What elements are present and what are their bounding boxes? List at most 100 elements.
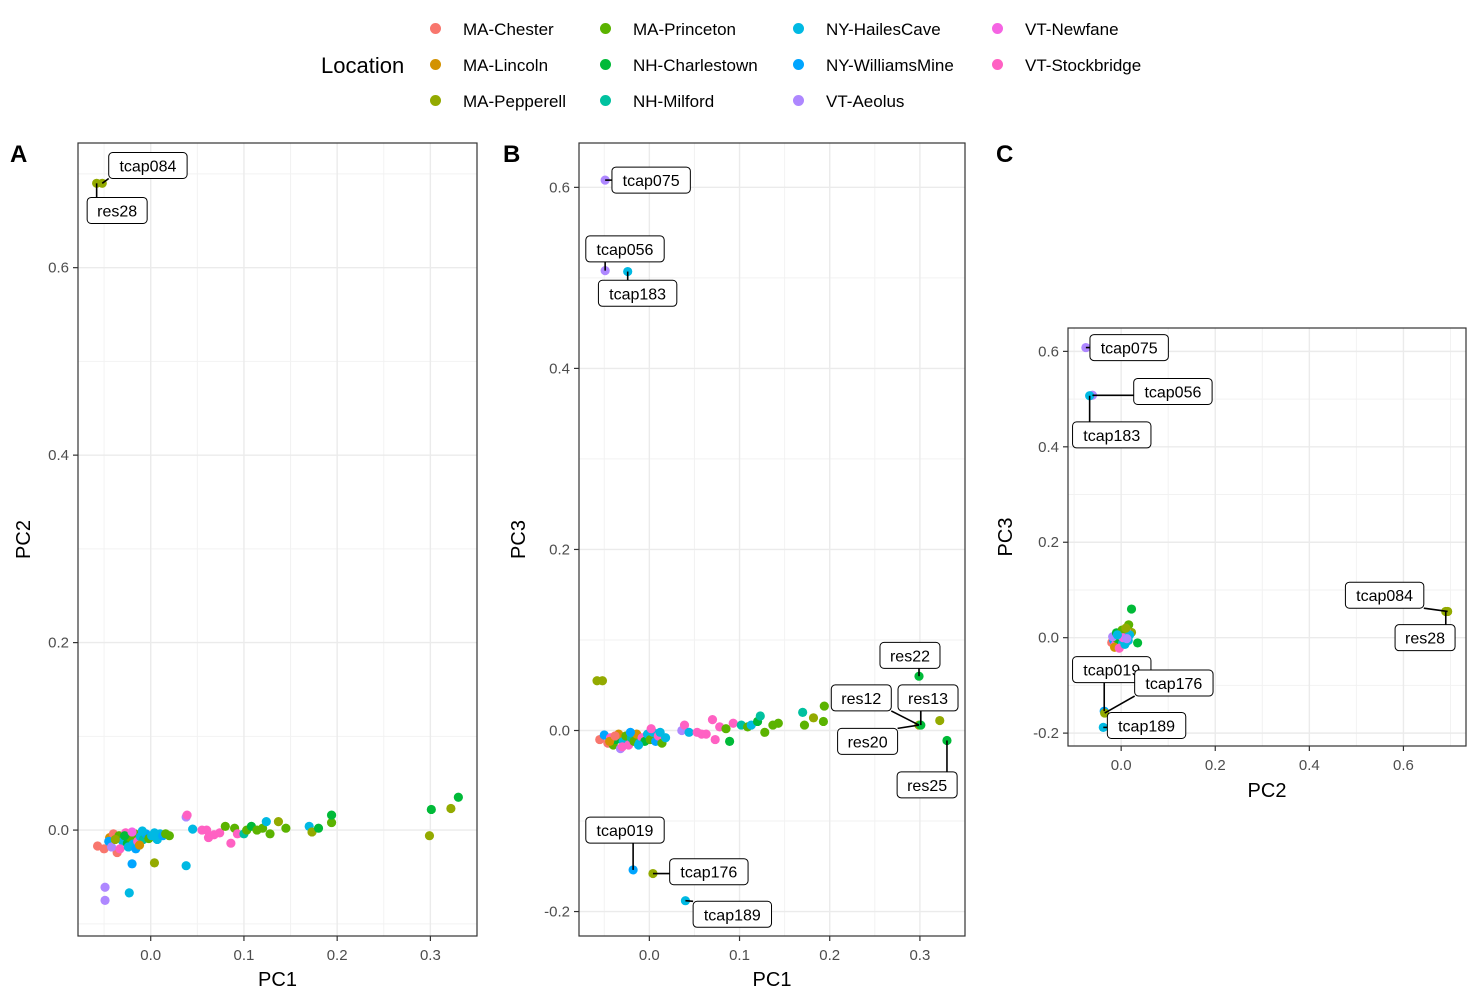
data-point [99,844,109,854]
legend-key-dot [600,59,611,71]
y-tick-label: 0.6 [549,179,570,196]
legend-item: NH-Milford [600,90,714,114]
point-label: tcap056 [597,242,654,259]
label-leader-line [897,724,920,730]
y-tick-label: 0.2 [48,635,69,652]
data-point [313,823,324,833]
data-point [679,720,690,730]
panel-a: tcap084 res28 0.0 0.1 0.2 0.3 0.0 0.2 0.4 0.6 PC1 P… [10,141,478,991]
point-label: tcap056 [1144,384,1201,401]
data-point [100,882,110,892]
y-tick-label: 0.6 [1038,343,1059,360]
label-leader-line [685,899,694,903]
point-label-box [585,816,665,844]
data-point [273,817,284,827]
y-tick-label: 0.0 [549,723,570,740]
legend-item-label: VT-Stockbridge [1025,56,1142,75]
plot-background [1068,328,1466,746]
point-label-box [1344,581,1425,609]
data-point [1126,604,1137,614]
x-tick-label: 0.2 [327,947,348,964]
point-label: res13 [908,691,948,708]
data-point [1121,623,1131,633]
y-axis-title: PC2 [13,520,35,559]
data-point [721,724,731,734]
data-point [100,895,110,905]
data-point [326,817,337,828]
legend-key-dot [430,59,441,71]
data-point [134,840,145,850]
data-point [1112,630,1122,640]
point-label: tcap019 [597,823,654,840]
point-label: tcap019 [1083,663,1140,680]
data-point [226,838,236,848]
data-point [617,742,627,752]
y-tick-label: 0.2 [1038,534,1059,551]
data-point [215,828,225,838]
data-point [728,718,738,728]
x-tick-label: 0.6 [1393,757,1414,774]
point-label: res28 [1405,631,1445,648]
legend-key-dot [793,59,804,71]
legend-item-label: NH-Charlestown [633,56,758,75]
point-label: tcap189 [704,907,761,924]
data-point [110,834,120,845]
legend-item-label: MA-Pepperell [463,92,566,111]
data-point [120,831,130,841]
label-leader-line [101,177,110,184]
point-label: tcap189 [1118,718,1175,735]
data-point [684,727,694,737]
legend-item: NY-HailesCave [793,18,941,42]
label-leader-line [890,710,920,726]
point-label: tcap183 [1083,428,1140,445]
legend-key-dot [430,95,441,107]
legend-item: NH-Charlestown [600,54,758,78]
data-point [773,718,783,728]
legend-key-dot [600,23,611,35]
x-tick-label: 0.1 [234,947,255,964]
x-tick-label: 0.0 [140,947,161,964]
legend-item-label: MA-Chester [463,20,554,39]
legend-key-dot [600,95,611,107]
y-axis-title: PC3 [508,520,530,559]
point-label: tcap084 [1356,588,1413,605]
data-point [281,823,291,833]
data-point [106,842,117,852]
data-point [625,727,636,737]
data-point [799,720,810,730]
legend-item: MA-Princeton [600,18,736,42]
data-point [149,858,160,868]
data-point [426,804,436,815]
legend-item: VT-Newfane [992,18,1119,42]
data-point [597,676,608,686]
x-tick-label: 0.1 [729,947,750,964]
point-label: tcap183 [609,286,666,303]
x-tick-label: 0.2 [819,947,840,964]
x-axis-title: PC1 [258,969,297,991]
x-axis-title: PC2 [1248,780,1287,802]
data-point [818,716,829,727]
y-tick-label: -0.2 [544,904,570,921]
point-label-box [86,196,148,224]
data-point [446,803,456,814]
point-label-box [896,771,958,799]
point-label-box [830,684,892,712]
point-label-box [1106,711,1187,739]
point-label-box [897,684,959,712]
point-label: tcap176 [680,865,737,882]
data-point [798,707,808,718]
point-label: tcap075 [623,173,680,190]
point-label-box [1089,334,1169,362]
legend-key-dot [430,23,441,35]
data-point [453,792,463,802]
x-tick-label: 0.3 [420,947,441,964]
legend-item-label: NY-WilliamsMine [826,56,954,75]
point-label: res12 [841,691,881,708]
panel-b: tcap075 tcap056 tcap183 res22 res12 res13 res2… [503,141,966,991]
data-point [760,727,770,737]
x-tick-label: 0.2 [1205,757,1226,774]
x-tick-label: 0.4 [1299,757,1320,774]
legend-item: VT-Aeolus [793,90,904,114]
y-tick-label: 0.4 [1038,439,1059,456]
